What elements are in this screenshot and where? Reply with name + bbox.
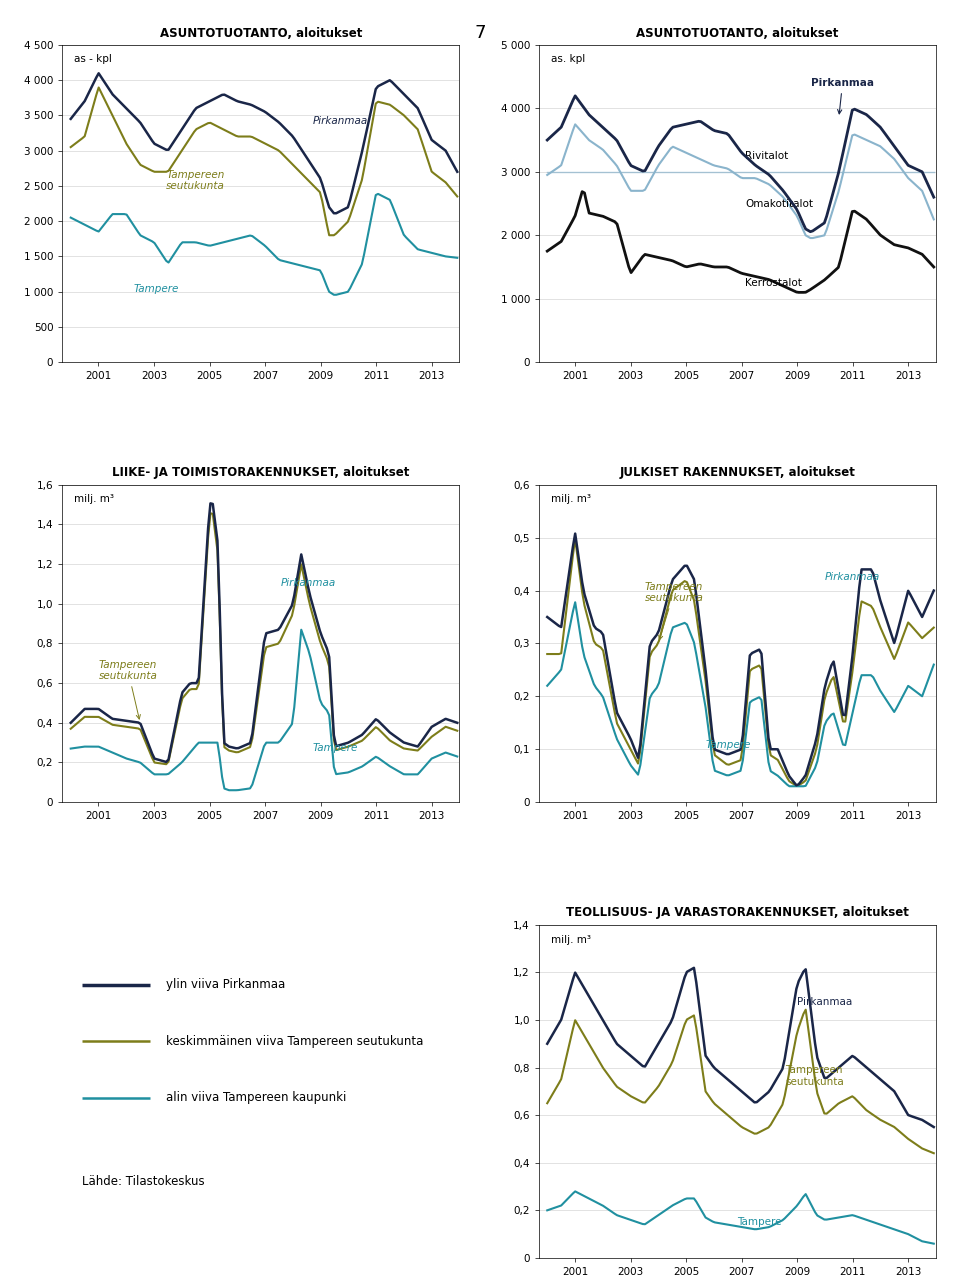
Text: Tampereen
seutukunta: Tampereen seutukunta bbox=[99, 660, 157, 719]
Text: Lähde: Tilastokeskus: Lähde: Tilastokeskus bbox=[83, 1175, 204, 1187]
Text: keskimmäinen viiva Tampereen seutukunta: keskimmäinen viiva Tampereen seutukunta bbox=[166, 1035, 423, 1048]
Text: Rivitalot: Rivitalot bbox=[745, 151, 789, 161]
Text: as - kpl: as - kpl bbox=[74, 54, 112, 64]
Text: 7: 7 bbox=[474, 24, 486, 42]
Title: TEOLLISUUS- JA VARASTORAKENNUKSET, aloitukset: TEOLLISUUS- JA VARASTORAKENNUKSET, aloit… bbox=[566, 907, 909, 920]
Text: Tampere: Tampere bbox=[313, 743, 358, 753]
Title: ASUNTOTUOTANTO, aloitukset: ASUNTOTUOTANTO, aloitukset bbox=[159, 27, 362, 40]
Title: ASUNTOTUOTANTO, aloitukset: ASUNTOTUOTANTO, aloitukset bbox=[636, 27, 839, 40]
Text: ylin viiva Pirkanmaa: ylin viiva Pirkanmaa bbox=[166, 979, 285, 991]
Text: Pirkanmaa: Pirkanmaa bbox=[811, 78, 874, 114]
Title: LIIKE- JA TOIMISTORAKENNUKSET, aloitukset: LIIKE- JA TOIMISTORAKENNUKSET, aloitukse… bbox=[112, 466, 410, 479]
Text: Tampereen
seutukunta: Tampereen seutukunta bbox=[644, 582, 704, 639]
Text: Tampereen
seutukunta: Tampereen seutukunta bbox=[166, 170, 226, 191]
Text: milj. m³: milj. m³ bbox=[74, 494, 114, 505]
Text: milj. m³: milj. m³ bbox=[551, 935, 590, 944]
Text: Tampere: Tampere bbox=[133, 284, 180, 295]
Text: milj. m³: milj. m³ bbox=[551, 494, 590, 505]
Text: Pirkanmaa: Pirkanmaa bbox=[825, 573, 880, 582]
Text: Pirkanmaa: Pirkanmaa bbox=[797, 997, 852, 1007]
Title: JULKISET RAKENNUKSET, aloitukset: JULKISET RAKENNUKSET, aloitukset bbox=[619, 466, 855, 479]
Text: Tampere: Tampere bbox=[737, 1217, 782, 1227]
Text: as. kpl: as. kpl bbox=[551, 54, 585, 64]
Text: Omakotitalot: Omakotitalot bbox=[745, 199, 813, 209]
Text: Pirkanmaa: Pirkanmaa bbox=[313, 117, 368, 126]
Text: Tampereen
seutukunta: Tampereen seutukunta bbox=[785, 1065, 844, 1086]
Text: alin viiva Tampereen kaupunki: alin viiva Tampereen kaupunki bbox=[166, 1091, 346, 1104]
Text: Pirkanmaa: Pirkanmaa bbox=[280, 578, 336, 588]
Text: Kerrostalot: Kerrostalot bbox=[745, 278, 803, 288]
Text: Tampere: Tampere bbox=[706, 740, 751, 751]
